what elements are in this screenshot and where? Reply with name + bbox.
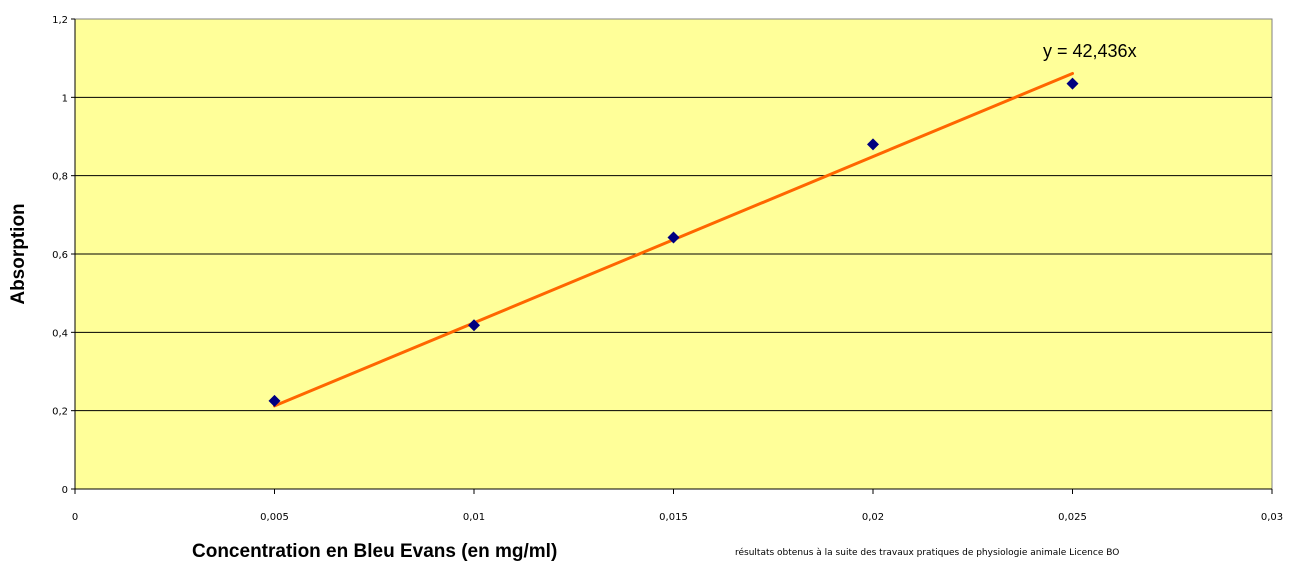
data-point (667, 231, 680, 244)
x-tick-label: 0,005 (260, 512, 289, 523)
y-tick-label: 0,2 (52, 407, 68, 418)
y-tick-label: 0,8 (52, 172, 68, 183)
x-tick-label: 0,01 (463, 512, 485, 523)
data-point (867, 138, 879, 151)
x-axis-title: Concentration en Bleu Evans (en mg/ml) (192, 541, 557, 562)
x-axis: 0 0,005 0,01 0,015 0,02 0,025 0,03 (72, 488, 1283, 523)
data-points (268, 77, 1079, 407)
trendline-equation: y = 42,436x (1043, 41, 1137, 61)
y-tick-label: 0,6 (52, 250, 68, 261)
y-axis: 0 0,2 0,4 0,6 0,8 1 1,2 (52, 15, 76, 496)
data-point (268, 394, 281, 407)
x-tick-label: 0,025 (1058, 512, 1087, 523)
x-tick-label: 0 (72, 512, 78, 523)
data-point (1066, 77, 1079, 90)
gridlines (75, 96, 1272, 412)
x-tick-label: 0,03 (1261, 512, 1283, 523)
x-tick-label: 0,02 (862, 512, 884, 523)
x-tick-label: 0,015 (659, 512, 688, 523)
y-tick-label: 1,2 (52, 15, 68, 26)
y-tick-label: 0,4 (52, 328, 68, 339)
y-tick-label: 1 (62, 93, 68, 104)
footnote: résultats obtenus à la suite des travaux… (735, 547, 1119, 558)
y-tick-label: 0 (62, 485, 68, 496)
data-point (468, 319, 480, 332)
y-axis-title: Absorption (8, 203, 29, 304)
